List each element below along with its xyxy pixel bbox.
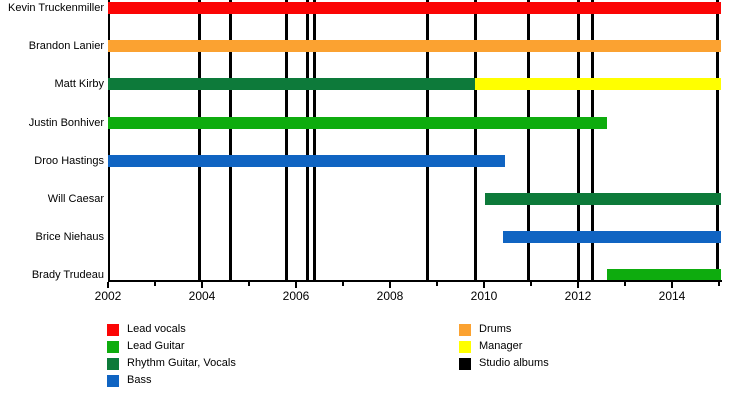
x-axis-tick [718, 282, 720, 286]
x-axis-tick [530, 282, 532, 286]
member-labels: Kevin Truckenmiller Brandon Lanier Matt Ki… [0, 0, 104, 281]
timeline-bar [502, 231, 722, 244]
member-label: Brandon Lanier [28, 40, 104, 53]
legend-swatch-red [107, 323, 119, 336]
x-axis-tick-label: 2010 [470, 289, 498, 303]
x-axis-ticks: 2002 2004 2006 2008 2010 2012 2014 [94, 282, 720, 303]
album-marker-line [473, 0, 477, 281]
album-marker-line [716, 0, 720, 281]
legend: Lead vocals Lead Guitar Rhythm Guitar, Voc… [0, 315, 750, 400]
album-marker-line [313, 0, 317, 281]
legend-item: Lead Guitar [107, 340, 184, 353]
legend-label: Bass [127, 374, 152, 386]
timeline-bar [108, 116, 608, 129]
timeline-bar [108, 40, 722, 53]
member-label: Droo Hastings [34, 154, 104, 167]
legend-label: Rhythm Guitar, Vocals [127, 357, 236, 369]
member-label: Will Caesar [47, 193, 104, 205]
legend-swatch-darkgreen [107, 357, 119, 370]
timeline-bars-layer [108, 0, 722, 282]
timeline-bar [108, 154, 506, 167]
x-axis-tick [201, 282, 203, 288]
legend-label: Drums [479, 323, 512, 335]
member-label: Matt Kirby [54, 78, 104, 91]
album-marker-line [576, 0, 580, 281]
member-label: Brice Niehaus [35, 231, 104, 244]
timeline-bar [474, 78, 722, 91]
legend-item: Bass [107, 374, 151, 387]
legend-swatch-orange [459, 323, 471, 336]
x-axis-tick-label: 2004 [188, 289, 216, 303]
x-axis-tick [671, 282, 673, 288]
timeline-bar [108, 2, 722, 14]
x-axis-tick-label: 2014 [658, 289, 686, 303]
album-marker-line [590, 0, 594, 281]
timeline-bar [484, 193, 722, 205]
legend-item: Manager [459, 340, 522, 353]
x-axis-tick [295, 282, 297, 288]
legend-label: Lead vocals [127, 323, 186, 335]
x-axis-tick [483, 282, 485, 288]
x-axis-tick [342, 282, 344, 286]
legend-item: Studio albums [459, 357, 549, 370]
y-axis-line [108, 0, 110, 282]
member-label: Justin Bonhiver [28, 116, 104, 129]
album-marker-line [527, 0, 531, 281]
legend-swatch-blue [107, 374, 119, 387]
x-axis-tick [436, 282, 438, 286]
x-axis-tick [154, 282, 156, 286]
legend-label: Studio albums [479, 357, 549, 369]
timeline-bar [607, 269, 722, 282]
legend-item: Drums [459, 323, 511, 336]
x-axis-line [108, 280, 722, 282]
x-axis-tick [577, 282, 579, 288]
legend-item: Rhythm Guitar, Vocals [107, 357, 236, 370]
member-label: Kevin Truckenmiller [8, 2, 104, 14]
album-marker-line [426, 0, 430, 281]
plot-area [108, 0, 722, 282]
x-axis-tick-label: 2008 [376, 289, 404, 303]
timeline-bar [108, 78, 475, 91]
album-lines-layer [108, 0, 722, 281]
album-marker-line [285, 0, 289, 281]
legend-label: Lead Guitar [127, 340, 185, 352]
member-label: Brady Trudeau [31, 269, 104, 282]
legend-swatch-black [459, 357, 471, 370]
album-marker-line [228, 0, 232, 281]
legend-item: Lead vocals [107, 323, 186, 336]
legend-label: Manager [479, 340, 523, 352]
x-axis-tick [248, 282, 250, 286]
x-axis-tick [107, 282, 109, 288]
x-axis-tick-label: 2012 [564, 289, 592, 303]
album-marker-line [306, 0, 310, 281]
legend-swatch-yellow [459, 340, 471, 353]
legend-swatch-green [107, 340, 119, 353]
x-axis-tick-label: 2006 [282, 289, 310, 303]
x-axis-tick [389, 282, 391, 288]
x-axis-tick-label: 2002 [94, 289, 122, 303]
album-marker-line [198, 0, 202, 281]
x-axis-tick [624, 282, 626, 286]
